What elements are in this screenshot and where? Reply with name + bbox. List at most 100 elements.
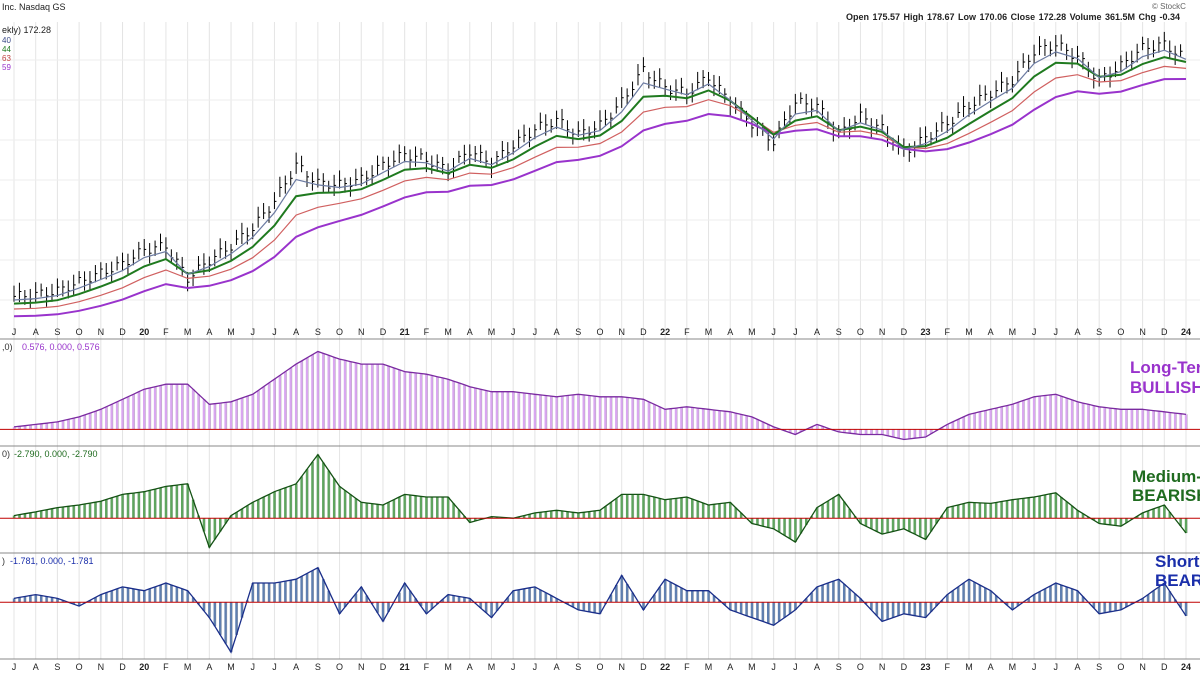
x-tick-label: J (12, 662, 17, 672)
x-tick-label: D (1161, 327, 1168, 337)
x-tick-label: J (771, 662, 776, 672)
x-tick-label: M (488, 327, 496, 337)
x-tick-label: F (424, 327, 430, 337)
ma-legend-4: 59 (2, 63, 11, 72)
ohlc-readout: Open 175.57 High 178.67 Low 170.06 Close… (846, 12, 1180, 22)
x-tick-label: A (467, 327, 473, 337)
x-tick-label: M (705, 662, 713, 672)
x-tick-label: A (33, 327, 39, 337)
x-tick-label: D (119, 327, 126, 337)
price-bars (13, 31, 1183, 309)
x-tick-label: J (1032, 327, 1037, 337)
x-tick-label: 24 (1181, 662, 1191, 672)
x-tick-label: O (596, 662, 603, 672)
x-tick-label: F (684, 327, 690, 337)
x-tick-label: M (227, 327, 235, 337)
copyright-text: © StockC (1152, 2, 1186, 11)
x-tick-label: D (1161, 662, 1168, 672)
ppo-long-values: 0.576, 0.000, 0.576 (22, 342, 100, 352)
short-term-label-1: Short- (1155, 552, 1200, 571)
x-tick-label: S (575, 327, 581, 337)
x-tick-label: S (836, 327, 842, 337)
x-tick-label: D (901, 327, 908, 337)
x-tick-label: O (1117, 662, 1124, 672)
medium-term-label-2: BEARISH (1132, 486, 1200, 505)
x-tick-label: N (358, 327, 365, 337)
x-tick-label: M (748, 662, 756, 672)
x-tick-label: A (206, 662, 212, 672)
x-tick-label: O (596, 327, 603, 337)
x-tick-label: 22 (660, 662, 670, 672)
x-tick-label: A (814, 662, 820, 672)
x-tick-label: D (640, 662, 647, 672)
x-tick-label: A (554, 662, 560, 672)
x-tick-label: A (988, 662, 994, 672)
x-tick-label: M (444, 327, 452, 337)
x-tick-label: M (1009, 662, 1017, 672)
x-tick-label: S (1096, 327, 1102, 337)
x-tick-label: J (272, 662, 277, 672)
ppo_long-outline (13, 350, 1187, 441)
x-tick-label: 20 (139, 662, 149, 672)
x-tick-label: F (163, 327, 169, 337)
x-tick-label: 24 (1181, 327, 1191, 337)
x-tick-label: S (54, 327, 60, 337)
ppo_medium-outline (13, 453, 1187, 549)
x-tick-label: F (945, 327, 951, 337)
ma-fast-line (13, 49, 1187, 301)
x-tick-label: 22 (660, 327, 670, 337)
x-tick-label: O (76, 662, 83, 672)
x-tick-label: D (380, 662, 387, 672)
ma-purple-line (13, 78, 1187, 318)
x-tick-label: A (1074, 662, 1080, 672)
x-tick-label: M (488, 662, 496, 672)
long-term-label-1: Long-Ter (1130, 358, 1200, 377)
medium-term-label-1: Medium- (1132, 467, 1200, 486)
x-tick-label: J (793, 662, 798, 672)
x-tick-label: S (315, 662, 321, 672)
x-tick-label: N (879, 662, 886, 672)
x-tick-label: F (945, 662, 951, 672)
ppo-short-values: -1.781, 0.000, -1.781 (10, 556, 94, 566)
x-tick-label: O (76, 327, 83, 337)
x-tick-label: M (965, 327, 973, 337)
price-panel (13, 31, 1187, 318)
x-tick-label: A (206, 327, 212, 337)
x-tick-label: F (424, 662, 430, 672)
x-tick-label: O (336, 662, 343, 672)
x-tick-label: 20 (139, 327, 149, 337)
x-tick-label: N (1139, 662, 1146, 672)
long-term-label-2: BULLISH (1130, 378, 1200, 397)
x-tick-label: A (467, 662, 473, 672)
price-legend: ekly) 172.28 (2, 25, 51, 35)
ppo-medium-values: -2.790, 0.000, -2.790 (14, 449, 98, 459)
ma-legend-3: 63 (2, 54, 11, 63)
x-tick-label: N (618, 327, 625, 337)
x-tick-label: A (1074, 327, 1080, 337)
x-tick-label: J (250, 327, 255, 337)
x-tick-label: N (1139, 327, 1146, 337)
x-tick-label: N (98, 662, 105, 672)
ppo_short-outline (13, 566, 1187, 654)
x-tick-label: J (1032, 662, 1037, 672)
x-tick-label: J (533, 327, 538, 337)
x-tick-label: 21 (400, 662, 410, 672)
x-tick-label: O (857, 327, 864, 337)
x-tick-label: F (684, 662, 690, 672)
x-tick-label: S (54, 662, 60, 672)
ma-green-line (13, 56, 1187, 305)
x-tick-label: A (727, 662, 733, 672)
x-tick-label: J (12, 327, 17, 337)
ppo-long-params: ,0) (2, 342, 13, 352)
x-tick-label: M (965, 662, 973, 672)
x-tick-label: M (444, 662, 452, 672)
x-tick-label: O (336, 327, 343, 337)
x-tick-label: S (1096, 662, 1102, 672)
x-tick-label: A (554, 327, 560, 337)
ppo-short-params: ) (2, 556, 5, 566)
x-tick-label: M (748, 327, 756, 337)
ppo-long-panel (0, 350, 1200, 441)
x-tick-label: N (618, 662, 625, 672)
x-tick-label: S (575, 662, 581, 672)
